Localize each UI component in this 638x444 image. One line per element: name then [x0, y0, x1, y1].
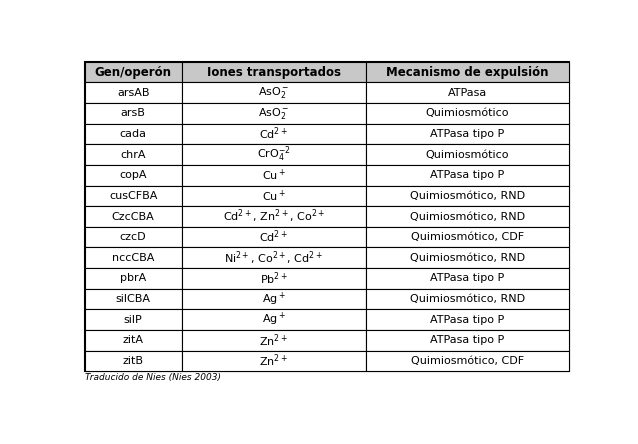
- Text: silP: silP: [124, 315, 142, 325]
- Bar: [366, 330, 569, 351]
- Bar: [366, 289, 569, 309]
- Text: Cd$^{2+}$: Cd$^{2+}$: [259, 126, 288, 143]
- Bar: [85, 83, 182, 103]
- Text: ATPasa: ATPasa: [448, 88, 487, 98]
- Bar: [85, 62, 182, 83]
- Bar: [366, 144, 569, 165]
- Bar: [366, 124, 569, 144]
- Bar: [85, 124, 182, 144]
- Bar: [182, 144, 366, 165]
- Bar: [182, 206, 366, 227]
- Text: CrO$_4^{-2}$: CrO$_4^{-2}$: [256, 145, 290, 164]
- Bar: [366, 351, 569, 371]
- Text: chrA: chrA: [121, 150, 146, 160]
- Bar: [85, 227, 182, 247]
- Bar: [366, 165, 569, 186]
- Text: Zn$^{2+}$: Zn$^{2+}$: [259, 332, 288, 349]
- Text: Cd$^{2+}$, Zn$^{2+}$, Co$^{2+}$: Cd$^{2+}$, Zn$^{2+}$, Co$^{2+}$: [223, 208, 325, 225]
- Bar: [366, 103, 569, 124]
- Text: copA: copA: [119, 170, 147, 180]
- Text: Quimiosmótico, CDF: Quimiosmótico, CDF: [411, 232, 524, 242]
- Text: zitB: zitB: [122, 356, 144, 366]
- Text: ATPasa tipo P: ATPasa tipo P: [431, 315, 505, 325]
- Text: Quimiosmótico, RND: Quimiosmótico, RND: [410, 294, 525, 304]
- Text: cusCFBA: cusCFBA: [109, 191, 158, 201]
- Text: AsO$_2^-$: AsO$_2^-$: [258, 106, 290, 121]
- Bar: [182, 62, 366, 83]
- Text: silCBA: silCBA: [115, 294, 151, 304]
- Bar: [85, 247, 182, 268]
- Text: Cu$^+$: Cu$^+$: [262, 188, 286, 203]
- Text: zitA: zitA: [122, 335, 144, 345]
- Text: arsB: arsB: [121, 108, 145, 119]
- Text: Traducido de Nies (Nies 2003): Traducido de Nies (Nies 2003): [85, 373, 221, 382]
- Bar: [366, 206, 569, 227]
- Bar: [85, 289, 182, 309]
- Text: Quimiosmótico, RND: Quimiosmótico, RND: [410, 211, 525, 222]
- Bar: [182, 83, 366, 103]
- Bar: [85, 186, 182, 206]
- Bar: [182, 186, 366, 206]
- Bar: [366, 268, 569, 289]
- Bar: [366, 62, 569, 83]
- Text: Quimiosmótico, RND: Quimiosmótico, RND: [410, 191, 525, 201]
- Bar: [182, 124, 366, 144]
- Bar: [85, 351, 182, 371]
- Text: Mecanismo de expulsión: Mecanismo de expulsión: [386, 66, 549, 79]
- Text: Cd$^{2+}$: Cd$^{2+}$: [259, 229, 288, 246]
- Bar: [85, 165, 182, 186]
- Text: Gen/operón: Gen/operón: [94, 66, 172, 79]
- Text: ATPasa tipo P: ATPasa tipo P: [431, 129, 505, 139]
- Text: Ni$^{2+}$, Co$^{2+}$, Cd$^{2+}$: Ni$^{2+}$, Co$^{2+}$, Cd$^{2+}$: [224, 249, 323, 266]
- Text: cada: cada: [120, 129, 147, 139]
- Bar: [182, 227, 366, 247]
- Bar: [182, 268, 366, 289]
- Text: pbrA: pbrA: [120, 274, 146, 283]
- Bar: [182, 351, 366, 371]
- Bar: [182, 330, 366, 351]
- Text: ATPasa tipo P: ATPasa tipo P: [431, 335, 505, 345]
- Bar: [85, 268, 182, 289]
- Text: AsO$_2^-$: AsO$_2^-$: [258, 85, 290, 100]
- Bar: [85, 309, 182, 330]
- Bar: [182, 247, 366, 268]
- Bar: [366, 83, 569, 103]
- Bar: [182, 103, 366, 124]
- Text: Iones transportados: Iones transportados: [207, 66, 341, 79]
- Text: Ag$^+$: Ag$^+$: [262, 311, 286, 328]
- Text: ATPasa tipo P: ATPasa tipo P: [431, 170, 505, 180]
- Bar: [366, 186, 569, 206]
- Text: nccCBA: nccCBA: [112, 253, 154, 263]
- Text: arsAB: arsAB: [117, 88, 149, 98]
- Bar: [182, 309, 366, 330]
- Text: Cu$^+$: Cu$^+$: [262, 168, 286, 183]
- Bar: [85, 144, 182, 165]
- Bar: [366, 227, 569, 247]
- Bar: [366, 247, 569, 268]
- Text: Ag$^+$: Ag$^+$: [262, 290, 286, 308]
- Bar: [85, 330, 182, 351]
- Bar: [85, 103, 182, 124]
- Text: Quimiosmótico, CDF: Quimiosmótico, CDF: [411, 356, 524, 366]
- Text: CzcCBA: CzcCBA: [112, 211, 154, 222]
- Text: Zn$^{2+}$: Zn$^{2+}$: [259, 353, 288, 369]
- Bar: [182, 289, 366, 309]
- Text: Pb$^{2+}$: Pb$^{2+}$: [260, 270, 288, 287]
- Text: ATPasa tipo P: ATPasa tipo P: [431, 274, 505, 283]
- Text: Quimiosmótico: Quimiosmótico: [426, 108, 509, 119]
- Text: czcD: czcD: [120, 232, 147, 242]
- Bar: [85, 206, 182, 227]
- Bar: [366, 309, 569, 330]
- Bar: [182, 165, 366, 186]
- Text: Quimiosmótico, RND: Quimiosmótico, RND: [410, 253, 525, 263]
- Text: Quimiosmótico: Quimiosmótico: [426, 150, 509, 160]
